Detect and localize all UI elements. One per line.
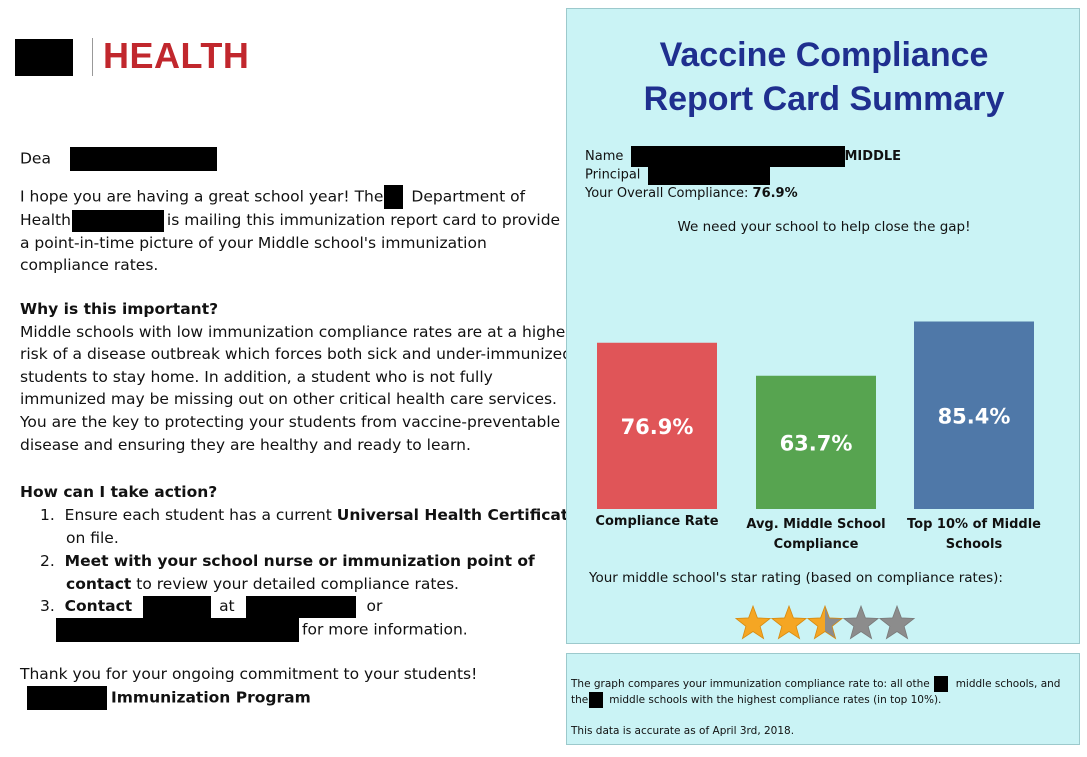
action-item-1: 1. Ensure each student has a current Uni… bbox=[40, 504, 579, 549]
category-text: Schools bbox=[945, 537, 1003, 552]
category-label-avg-middle-school: Avg. Middle School Compliance bbox=[741, 515, 891, 555]
action-item-2: 2. Meet with your school nurse or immuni… bbox=[40, 550, 535, 595]
category-label-top-10: Top 10% of Middle Schools bbox=[899, 515, 1049, 555]
bar-value-label: 85.4% bbox=[938, 404, 1011, 428]
why-line: risk of a disease outbreak which forces … bbox=[20, 345, 573, 364]
redacted-state bbox=[384, 185, 404, 209]
report-card-panel: Vaccine Compliance Report Card Summary N… bbox=[566, 8, 1080, 644]
category-text: Compliance Rate bbox=[595, 514, 719, 529]
star-icon bbox=[842, 604, 880, 640]
redacted-contact-email bbox=[56, 618, 299, 642]
redacted-program-state bbox=[27, 686, 107, 710]
item3-or: or bbox=[366, 597, 383, 615]
greeting: Dea bbox=[20, 149, 51, 168]
action-heading: How can I take action? bbox=[20, 483, 218, 501]
item2-text: to review your detailed compliance rates… bbox=[136, 574, 459, 593]
star-rating-label: Your middle school's star rating (based … bbox=[589, 570, 1003, 586]
overall-value: 76.9% bbox=[752, 186, 798, 201]
item1-cont: on file. bbox=[66, 528, 119, 547]
closing-line: Thank you for your ongoing commitment to… bbox=[20, 665, 478, 683]
action-item-3-cont: for more information. bbox=[56, 618, 468, 642]
intro-line-3: a point-in-time picture of your Middle s… bbox=[20, 233, 487, 252]
report-card-title: Vaccine Compliance Report Card Summary bbox=[567, 33, 1081, 121]
redacted-recipient bbox=[69, 147, 217, 171]
redacted-contact-name bbox=[143, 595, 212, 618]
bar-value-label: 76.9% bbox=[621, 415, 694, 439]
note-text: middle schools with the highest complian… bbox=[609, 694, 942, 706]
intro-text-2a: Health bbox=[20, 211, 71, 229]
why-line: You are the key to protecting your stude… bbox=[20, 412, 561, 431]
item1-text: Ensure each student has a current bbox=[64, 506, 332, 524]
star-rating bbox=[735, 604, 916, 640]
note-text: the bbox=[571, 694, 589, 706]
name-label: Name bbox=[585, 149, 624, 164]
overall-compliance-row: Your Overall Compliance: 76.9% bbox=[585, 184, 798, 203]
why-section: Why is this important? Middle schools wi… bbox=[20, 298, 572, 456]
bar-value-label: 63.7% bbox=[780, 431, 853, 455]
intro-line-1: I hope you are having a great school yea… bbox=[20, 185, 560, 209]
item-number: 3. bbox=[40, 597, 55, 615]
redacted-contact-phone bbox=[245, 595, 356, 618]
chart-note-box: The graph compares your immunization com… bbox=[566, 653, 1080, 745]
school-name-suffix: MIDDLE bbox=[844, 149, 902, 164]
note-line-2: the middle schools with the highest compl… bbox=[571, 692, 941, 708]
redacted-state bbox=[589, 692, 604, 708]
star-icon bbox=[878, 604, 916, 640]
item2-bold-2: contact bbox=[66, 574, 132, 593]
intro-text-1b: Department of bbox=[411, 187, 526, 206]
signature-line: Immunization Program bbox=[27, 686, 311, 710]
item-number: 2. bbox=[40, 552, 55, 570]
note-text: The graph compares your immunization com… bbox=[571, 678, 930, 690]
gap-message: We need your school to help close the ga… bbox=[677, 219, 971, 235]
redacted-state bbox=[933, 676, 948, 692]
program-name: Immunization Program bbox=[111, 688, 311, 707]
bar-3 bbox=[914, 321, 1034, 509]
greeting-line: Dea bbox=[20, 147, 217, 171]
redacted-logo-block bbox=[15, 39, 73, 76]
title-line-2: Report Card Summary bbox=[643, 80, 1005, 118]
principal-row: Principal bbox=[585, 165, 770, 185]
item3-cont: for more information. bbox=[302, 620, 468, 639]
why-heading: Why is this important? bbox=[20, 300, 219, 318]
action-item-3: 3. Contact at or bbox=[40, 595, 382, 618]
item1-bold: Universal Health Certificate bbox=[336, 506, 579, 524]
logo-word: HEALTH bbox=[103, 35, 250, 76]
intro-text-1a: I hope you are having a great school yea… bbox=[20, 187, 384, 206]
note-text: middle schools, and bbox=[955, 678, 1061, 690]
title-line-1: Vaccine Compliance bbox=[659, 36, 989, 74]
category-text: Avg. Middle School bbox=[746, 517, 886, 532]
why-line: immunized may be missing out on other cr… bbox=[20, 390, 557, 409]
why-line: Middle schools with low immunization com… bbox=[20, 322, 572, 341]
compliance-bar-chart: 76.9% 63.7% 85.4% bbox=[597, 321, 1034, 509]
logo-divider bbox=[92, 38, 93, 76]
why-line: students to stay home. In addition, a st… bbox=[20, 367, 493, 386]
redacted-agency bbox=[71, 209, 164, 232]
redacted-principal-name bbox=[647, 165, 770, 185]
intro-text-2b: is mailing this immunization report card… bbox=[166, 211, 561, 229]
category-label-compliance-rate: Compliance Rate bbox=[587, 512, 727, 532]
item3-at: at bbox=[219, 597, 235, 615]
item3-bold: Contact bbox=[64, 597, 133, 615]
item-number: 1. bbox=[40, 506, 55, 524]
intro-line-4: compliance rates. bbox=[20, 256, 159, 275]
overall-label: Your Overall Compliance: bbox=[585, 186, 749, 201]
star-icon bbox=[806, 604, 844, 640]
category-text: Top 10% of Middle bbox=[907, 517, 1041, 532]
intro-paragraph: I hope you are having a great school yea… bbox=[20, 185, 560, 277]
bar-2 bbox=[756, 375, 876, 509]
item2-bold-1: Meet with your school nurse or immunizat… bbox=[64, 552, 535, 570]
school-name-row: Name MIDDLE bbox=[585, 146, 901, 167]
intro-line-2: Health is mailing this immunization repor… bbox=[20, 209, 560, 232]
note-line-1: The graph compares your immunization com… bbox=[571, 676, 1060, 692]
note-line-3: This data is accurate as of April 3rd, 2… bbox=[571, 725, 795, 737]
principal-label: Principal bbox=[585, 167, 641, 183]
star-icon bbox=[770, 604, 808, 640]
why-line: disease and ensuring they are healthy an… bbox=[20, 435, 471, 454]
star-icon bbox=[735, 604, 772, 640]
redacted-school-name bbox=[630, 146, 845, 167]
category-text: Compliance bbox=[773, 537, 859, 552]
bar-1 bbox=[597, 342, 717, 509]
